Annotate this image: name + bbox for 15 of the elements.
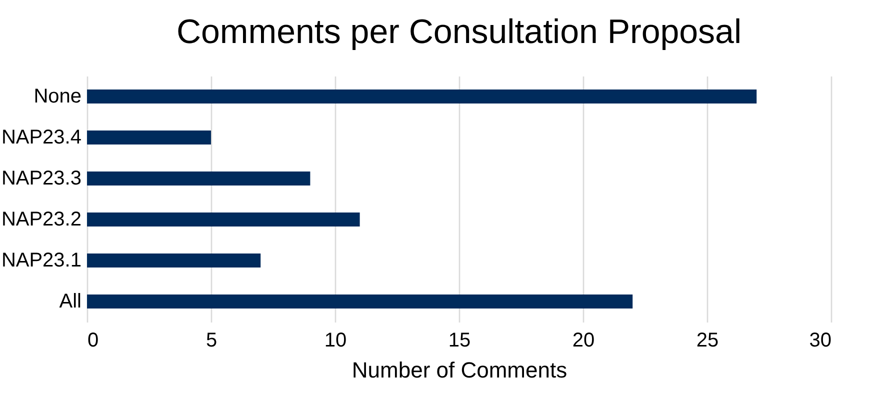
x-tick-label: 25 [696, 330, 719, 352]
y-tick-label: All [59, 290, 82, 312]
x-tick-label: 10 [324, 330, 347, 352]
x-tick-label: 20 [572, 330, 595, 352]
y-tick-label: NAP23.4 [1, 126, 82, 148]
chart-title: Comments per Consultation Proposal [176, 13, 742, 51]
x-axis-title: Number of Comments [352, 358, 568, 382]
x-tick-label: 5 [206, 330, 218, 352]
y-tick-label: NAP23.1 [1, 250, 82, 272]
y-tick-label: NAP23.2 [1, 208, 82, 230]
x-tick-label: 0 [88, 330, 99, 352]
x-tick-label: 30 [809, 330, 832, 352]
x-tick-label: 15 [448, 330, 471, 352]
y-tick-label: None [34, 86, 82, 108]
y-tick-label: NAP23.3 [1, 168, 82, 190]
